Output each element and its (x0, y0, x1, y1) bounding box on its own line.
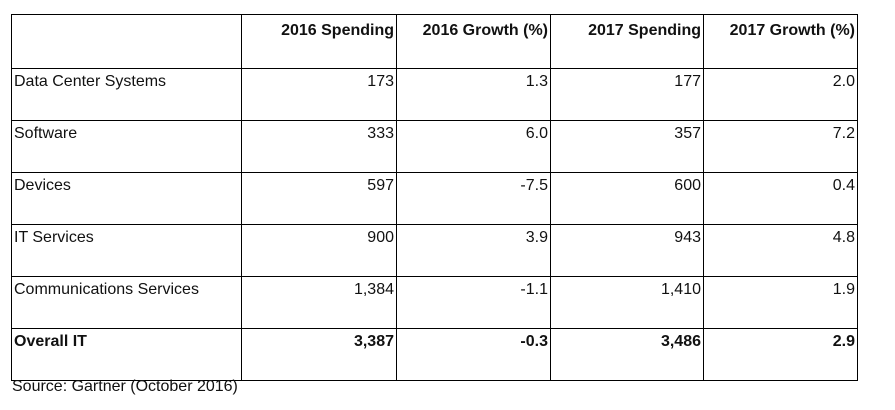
cell-2017-growth: 0.4 (703, 172, 858, 225)
cell-2016-spending: 900 (241, 224, 397, 277)
table-row: Software 333 6.0 357 7.2 (11, 120, 858, 173)
cell-2016-growth: 3.9 (396, 224, 551, 277)
cell-2017-spending: 3,486 (550, 328, 704, 381)
header-2016-spending: 2016 Spending (241, 14, 397, 69)
cell-2016-growth: -1.1 (396, 276, 551, 329)
row-label: Devices (11, 172, 242, 225)
table-row: Communications Services 1,384 -1.1 1,410… (11, 276, 858, 329)
cell-2017-spending: 600 (550, 172, 704, 225)
header-category (11, 14, 242, 69)
cell-2017-spending: 1,410 (550, 276, 704, 329)
cell-2016-spending: 597 (241, 172, 397, 225)
row-label: Data Center Systems (11, 68, 242, 121)
table-header-row: 2016 Spending 2016 Growth (%) 2017 Spend… (11, 14, 858, 69)
table-row-total: Overall IT 3,387 -0.3 3,486 2.9 (11, 328, 858, 381)
cell-2016-spending: 3,387 (241, 328, 397, 381)
cell-2016-growth: 1.3 (396, 68, 551, 121)
cell-2017-growth: 2.9 (703, 328, 858, 381)
row-label: Software (11, 120, 242, 173)
cell-2017-growth: 1.9 (703, 276, 858, 329)
row-label: Communications Services (11, 276, 242, 329)
header-2016-growth: 2016 Growth (%) (396, 14, 551, 69)
row-label: IT Services (11, 224, 242, 277)
cell-2016-spending: 173 (241, 68, 397, 121)
cell-2016-spending: 1,384 (241, 276, 397, 329)
cell-2016-growth: -7.5 (396, 172, 551, 225)
cell-2017-growth: 4.8 (703, 224, 858, 277)
cell-2016-growth: -0.3 (396, 328, 551, 381)
table-row: IT Services 900 3.9 943 4.8 (11, 224, 858, 277)
cell-2017-spending: 177 (550, 68, 704, 121)
cell-2016-spending: 333 (241, 120, 397, 173)
spending-table: 2016 Spending 2016 Growth (%) 2017 Spend… (11, 14, 858, 381)
table-row: Devices 597 -7.5 600 0.4 (11, 172, 858, 225)
row-label: Overall IT (11, 328, 242, 381)
cell-2017-growth: 7.2 (703, 120, 858, 173)
header-2017-spending: 2017 Spending (550, 14, 704, 69)
cell-2017-spending: 943 (550, 224, 704, 277)
cell-2017-growth: 2.0 (703, 68, 858, 121)
header-2017-growth: 2017 Growth (%) (703, 14, 858, 69)
cell-2016-growth: 6.0 (396, 120, 551, 173)
source-note: Source: Gartner (October 2016) (12, 378, 238, 395)
cell-2017-spending: 357 (550, 120, 704, 173)
table-row: Data Center Systems 173 1.3 177 2.0 (11, 68, 858, 121)
